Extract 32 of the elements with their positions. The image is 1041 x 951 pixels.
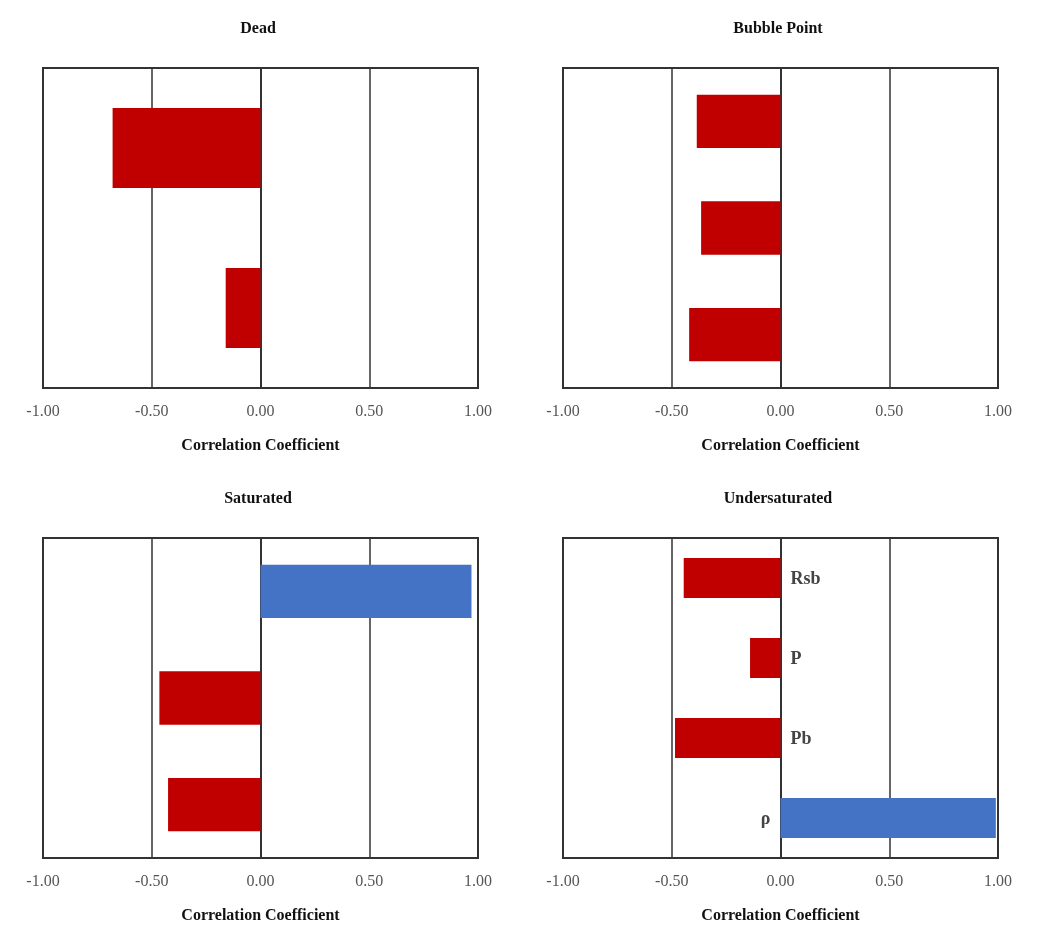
x-tick-label: 0.00 xyxy=(766,401,795,419)
chart-title: Undersaturated xyxy=(723,488,833,506)
chart-title: Dead xyxy=(240,18,276,36)
x-tick-label: -0.50 xyxy=(135,871,169,889)
x-tick-label: 1.00 xyxy=(984,871,1012,889)
x-tick-label: -1.00 xyxy=(26,871,60,889)
x-tick-label: 1.00 xyxy=(984,401,1012,419)
x-tick-label: -0.50 xyxy=(655,401,689,419)
x-tick-label: -0.50 xyxy=(135,401,169,419)
x-tick-label: 0.50 xyxy=(875,871,904,889)
x-axis-title: Correlation Coefficient xyxy=(181,435,341,453)
x-tick-label: -1.00 xyxy=(546,871,580,889)
category-label: Pb xyxy=(790,728,812,748)
x-axis-title: Correlation Coefficient xyxy=(181,905,341,923)
x-tick-label: 0.00 xyxy=(246,401,275,419)
x-tick-label: -1.00 xyxy=(26,401,60,419)
x-tick-label: 0.50 xyxy=(875,401,904,419)
x-tick-label: 0.50 xyxy=(355,401,384,419)
x-tick-label: 0.00 xyxy=(246,871,275,889)
category-label: P xyxy=(790,648,802,668)
x-tick-label: 1.00 xyxy=(464,871,492,889)
category-label: Rsb xyxy=(790,568,821,588)
x-tick-label: 0.00 xyxy=(766,871,795,889)
chart-title: Saturated xyxy=(224,488,292,506)
category-label: ρ xyxy=(760,808,771,828)
x-axis-title: Correlation Coefficient xyxy=(701,905,861,923)
x-tick-label: -0.50 xyxy=(655,871,689,889)
chart-title: Bubble Point xyxy=(733,18,824,36)
x-tick-label: 1.00 xyxy=(464,401,492,419)
x-tick-label: -1.00 xyxy=(546,401,580,419)
x-axis-title: Correlation Coefficient xyxy=(701,435,861,453)
x-tick-label: 0.50 xyxy=(355,871,384,889)
